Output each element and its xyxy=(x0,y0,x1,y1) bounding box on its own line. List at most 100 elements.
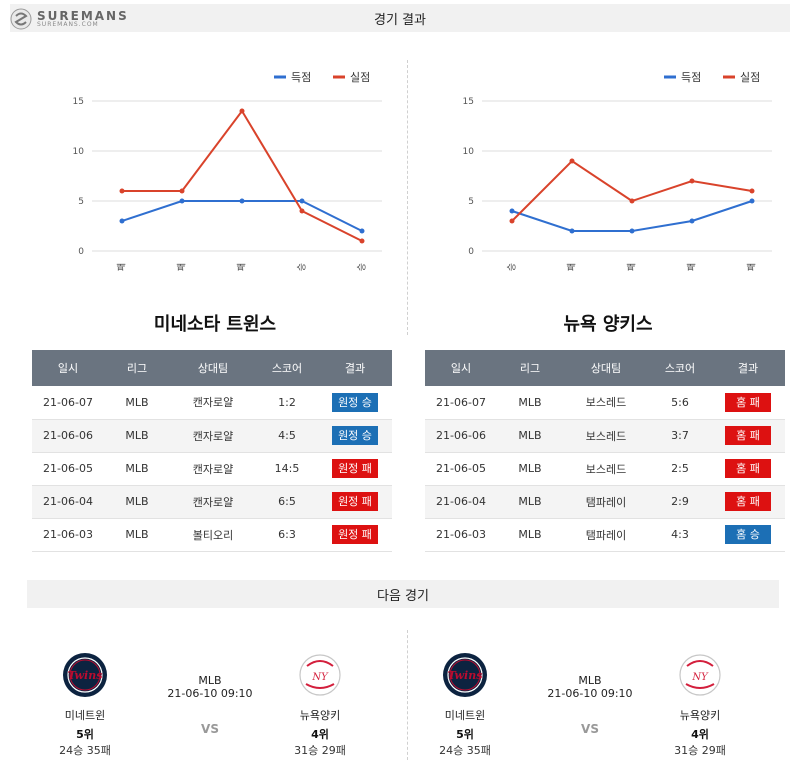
cell-league: MLB xyxy=(497,386,563,420)
cell-opponent: 보스레드 xyxy=(563,419,649,453)
svg-text:NY: NY xyxy=(311,672,329,683)
away-team[interactable]: NY 뉴욕양키 4위 31승 29패 xyxy=(275,640,365,758)
cell-score: 14:5 xyxy=(256,452,318,486)
divider xyxy=(407,60,408,335)
match-info: MLB 21-06-10 09:10 VS xyxy=(150,674,270,736)
x-tick-label: 패 xyxy=(687,263,698,271)
x-tick-label: 승 xyxy=(507,263,518,271)
data-point xyxy=(119,218,125,224)
col-date: 일시 xyxy=(32,350,104,386)
cell-result: 홈 승 xyxy=(711,518,785,552)
cell-result: 원정 승 xyxy=(318,386,392,420)
col-score: 스코어 xyxy=(649,350,711,386)
yankees-logo-icon: NY xyxy=(299,654,341,696)
cell-league: MLB xyxy=(104,419,170,453)
col-result: 결과 xyxy=(318,350,392,386)
twins-logo-icon: Twins xyxy=(63,653,107,697)
result-badge: 홈 패 xyxy=(725,492,771,511)
cell-date: 21-06-06 xyxy=(425,419,497,453)
home-team[interactable]: Twins 미네트윈 5위 24승 35패 xyxy=(40,640,130,758)
data-point xyxy=(569,228,575,234)
svg-text:Twins: Twins xyxy=(448,669,483,682)
col-score: 스코어 xyxy=(256,350,318,386)
y-tick-label: 10 xyxy=(73,147,85,157)
vs-label: VS xyxy=(581,722,599,736)
table-row: 21-06-05 MLB 보스레드 2:5 홈 패 xyxy=(425,452,785,486)
svg-text:NY: NY xyxy=(691,672,709,683)
site-logo[interactable]: SUREMANS SUREMANS.COM xyxy=(10,6,129,32)
data-point xyxy=(239,108,245,114)
table-row: 21-06-07 MLB 캔자로얄 1:2 원정 승 xyxy=(32,386,392,420)
series-line-allowed xyxy=(122,109,363,242)
cell-opponent: 캔자로얄 xyxy=(170,419,256,453)
cell-opponent: 캔자로얄 xyxy=(170,386,256,420)
table-row: 21-06-06 MLB 캔자로얄 4:5 원정 승 xyxy=(32,419,392,453)
cell-league: MLB xyxy=(497,419,563,453)
col-opponent: 상대팀 xyxy=(170,350,256,386)
cell-result: 원정 패 xyxy=(318,518,392,552)
cell-opponent: 캔자로얄 xyxy=(170,485,256,519)
cell-score: 4:3 xyxy=(649,518,711,552)
legend-label: 득점 xyxy=(681,71,701,84)
data-point xyxy=(359,238,365,244)
cell-result: 홈 패 xyxy=(711,419,785,453)
cell-score: 5:6 xyxy=(649,386,711,420)
series-line-scored xyxy=(511,200,753,232)
legend-label: 득점 xyxy=(291,71,311,84)
y-tick-label: 5 xyxy=(78,197,84,207)
cell-date: 21-06-03 xyxy=(425,518,497,552)
data-point xyxy=(239,198,245,204)
col-result: 결과 xyxy=(711,350,785,386)
data-point xyxy=(629,198,635,204)
cell-opponent: 탬파레이 xyxy=(563,485,649,519)
x-tick-label: 승 xyxy=(357,263,368,271)
cell-score: 6:3 xyxy=(256,518,318,552)
cell-opponent: 보스레드 xyxy=(563,452,649,486)
away-team[interactable]: NY 뉴욕양키 4위 31승 29패 xyxy=(655,640,745,758)
cell-league: MLB xyxy=(104,452,170,486)
cell-date: 21-06-07 xyxy=(32,386,104,420)
y-tick-label: 15 xyxy=(73,97,84,107)
next-match-left[interactable]: Twins 미네트윈 5위 24승 35패 MLB 21-06-10 09:10… xyxy=(40,640,400,760)
cell-result: 홈 패 xyxy=(711,485,785,519)
next-match-right[interactable]: Twins 미네트윈 5위 24승 35패 MLB 21-06-10 09:10… xyxy=(420,640,780,760)
match-info: MLB 21-06-10 09:10 VS xyxy=(530,674,650,736)
x-tick-label: 승 xyxy=(297,263,308,271)
section-title-next: 다음 경기 xyxy=(27,580,779,608)
cell-date: 21-06-07 xyxy=(425,386,497,420)
twins-logo-icon: Twins xyxy=(443,653,487,697)
data-point xyxy=(509,218,515,224)
logo-icon xyxy=(10,8,32,30)
result-badge: 원정 승 xyxy=(332,426,378,445)
legend-label: 실점 xyxy=(740,71,760,84)
table-row: 21-06-03 MLB 탬파레이 4:3 홈 승 xyxy=(425,518,785,552)
x-tick-label: 패 xyxy=(747,263,758,271)
data-point xyxy=(569,158,575,164)
cell-league: MLB xyxy=(497,485,563,519)
next-title: 다음 경기 xyxy=(377,588,429,604)
col-date: 일시 xyxy=(425,350,497,386)
match-datetime: 21-06-10 09:10 xyxy=(167,687,253,700)
result-badge: 홈 패 xyxy=(725,392,771,412)
section-title-results: 경기 결과 xyxy=(10,4,790,32)
y-tick-label: 0 xyxy=(78,247,84,257)
cell-date: 21-06-05 xyxy=(425,452,497,486)
col-opponent: 상대팀 xyxy=(563,350,649,386)
x-tick-label: 패 xyxy=(117,263,128,271)
results-table-right: 일시 리그 상대팀 스코어 결과 21-06-07 MLB 보스레드 5:6 홈 패 21… xyxy=(425,350,785,552)
home-team-rank: 5위 xyxy=(456,728,474,741)
data-point xyxy=(509,208,515,214)
result-badge: 홈 패 xyxy=(725,426,771,445)
result-badge: 원정 패 xyxy=(332,525,378,544)
cell-league: MLB xyxy=(104,518,170,552)
table-row: 21-06-04 MLB 캔자로얄 6:5 원정 패 xyxy=(32,485,392,519)
divider xyxy=(407,630,408,760)
home-team[interactable]: Twins 미네트윈 5위 24승 35패 xyxy=(420,640,510,758)
result-badge: 원정 승 xyxy=(332,392,378,412)
home-team-name: 미네트윈 xyxy=(444,709,486,722)
series-line-scored xyxy=(121,200,363,232)
cell-score: 6:5 xyxy=(256,485,318,519)
data-point xyxy=(689,178,695,184)
data-point xyxy=(749,198,755,204)
